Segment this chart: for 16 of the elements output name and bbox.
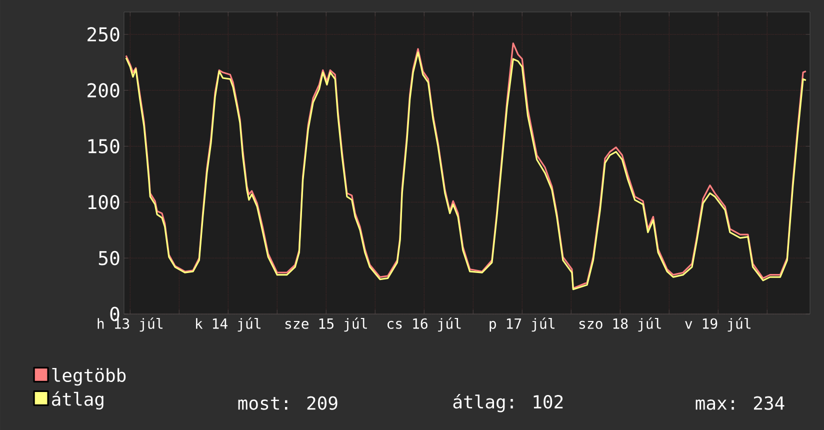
y-tick-label: 50 — [98, 250, 120, 266]
text: átlag: 102 — [453, 394, 563, 412]
y-tick-label: 100 — [88, 194, 120, 210]
x-tick-label: p 17 júl — [490, 318, 554, 332]
y-tick-label: 200 — [88, 83, 120, 98]
x-tick-label: cs 16 júl — [388, 318, 461, 332]
text: most: 209 — [238, 396, 338, 410]
x-tick-label: szo 18 júl — [579, 318, 661, 332]
legend-label: legtöbb — [52, 368, 126, 386]
x-tick-label: v 19 júl — [685, 318, 750, 332]
text: max: 234 — [696, 396, 784, 410]
y-tick-label: 150 — [88, 139, 120, 154]
x-tick-label: k 14 júl — [196, 318, 260, 332]
legend-label: átlag — [52, 391, 104, 410]
x-tick-label: sze 15 júl — [285, 318, 367, 332]
y-tick-label: 250 — [88, 27, 120, 42]
